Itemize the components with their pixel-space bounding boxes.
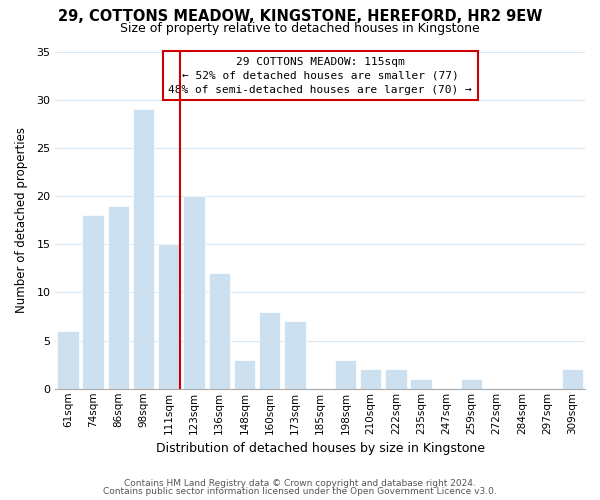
Y-axis label: Number of detached properties: Number of detached properties [15, 127, 28, 313]
Text: Contains public sector information licensed under the Open Government Licence v3: Contains public sector information licen… [103, 487, 497, 496]
Bar [209, 273, 230, 389]
X-axis label: Distribution of detached houses by size in Kingstone: Distribution of detached houses by size … [155, 442, 485, 455]
Bar [107, 206, 129, 389]
Bar [158, 244, 179, 389]
Bar [82, 216, 104, 389]
Bar [335, 360, 356, 389]
Bar [360, 370, 382, 389]
Bar [284, 322, 305, 389]
Bar [234, 360, 255, 389]
Bar [461, 379, 482, 389]
Bar [385, 370, 407, 389]
Bar [562, 370, 583, 389]
Text: Contains HM Land Registry data © Crown copyright and database right 2024.: Contains HM Land Registry data © Crown c… [124, 478, 476, 488]
Bar [410, 379, 432, 389]
Bar [259, 312, 280, 389]
Bar [133, 110, 154, 389]
Bar [57, 331, 79, 389]
Text: 29 COTTONS MEADOW: 115sqm
← 52% of detached houses are smaller (77)
48% of semi-: 29 COTTONS MEADOW: 115sqm ← 52% of detac… [168, 56, 472, 94]
Bar [184, 196, 205, 389]
Text: 29, COTTONS MEADOW, KINGSTONE, HEREFORD, HR2 9EW: 29, COTTONS MEADOW, KINGSTONE, HEREFORD,… [58, 9, 542, 24]
Text: Size of property relative to detached houses in Kingstone: Size of property relative to detached ho… [120, 22, 480, 35]
